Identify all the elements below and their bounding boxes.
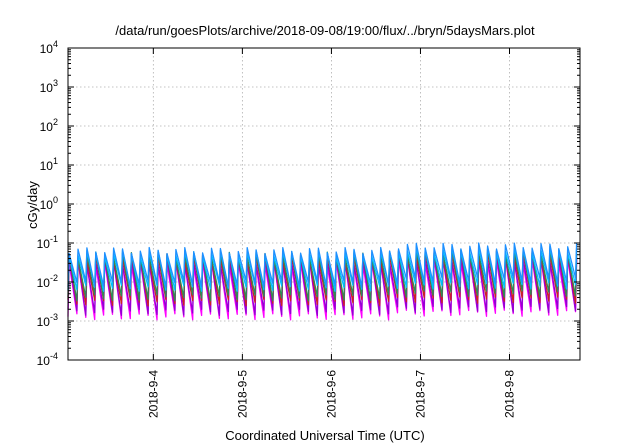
x-tick-label: 2018-9-8 (503, 370, 517, 418)
y-tick-label: 10-4 (37, 351, 58, 368)
y-tick-label: 101 (40, 156, 58, 173)
y-tick-label: 100 (40, 195, 58, 212)
y-tick-label: 104 (40, 39, 58, 56)
x-tick-label: 2018-9-6 (324, 370, 338, 418)
y-axis-label: cGy/day (25, 181, 40, 229)
series-line (67, 248, 578, 302)
y-axis: 10-4 10-3 10-2 10-1 100 101 102 103 104 (37, 39, 580, 368)
series-line (67, 249, 578, 307)
series-line (67, 254, 578, 317)
y-tick-label: 102 (40, 117, 58, 134)
x-tick-label: 2018-9-4 (146, 370, 160, 418)
series-layer (67, 242, 578, 321)
series-line (67, 242, 578, 288)
x-tick-label: 2018-9-7 (413, 370, 427, 418)
y-tick-label: 103 (40, 78, 58, 95)
chart-title: /data/run/goesPlots/archive/2018-09-08/1… (115, 23, 535, 38)
x-tick-label: 2018-9-5 (235, 370, 249, 418)
y-tick-label: 10-2 (37, 273, 58, 290)
y-tick-label: 10-3 (37, 312, 58, 329)
x-axis-label: Coordinated Universal Time (UTC) (225, 428, 424, 443)
y-tick-label: 10-1 (37, 234, 58, 251)
x-axis: 2018-9-4 2018-9-5 2018-9-6 2018-9-7 2018-9-8 (146, 48, 517, 418)
